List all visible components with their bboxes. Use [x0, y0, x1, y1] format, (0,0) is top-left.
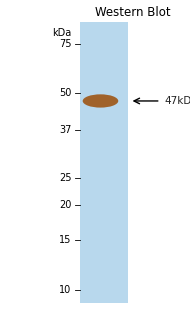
- Text: 20: 20: [59, 200, 71, 210]
- Text: 10: 10: [59, 285, 71, 295]
- Text: kDa: kDa: [52, 28, 71, 38]
- Text: 50: 50: [59, 88, 71, 98]
- Ellipse shape: [83, 94, 118, 108]
- Text: 37: 37: [59, 125, 71, 135]
- Text: 47kDa: 47kDa: [164, 96, 190, 106]
- Text: Western Blot: Western Blot: [96, 6, 171, 19]
- Text: 25: 25: [59, 173, 71, 183]
- Text: 75: 75: [59, 39, 71, 49]
- Text: 15: 15: [59, 235, 71, 245]
- Bar: [80, 22, 128, 303]
